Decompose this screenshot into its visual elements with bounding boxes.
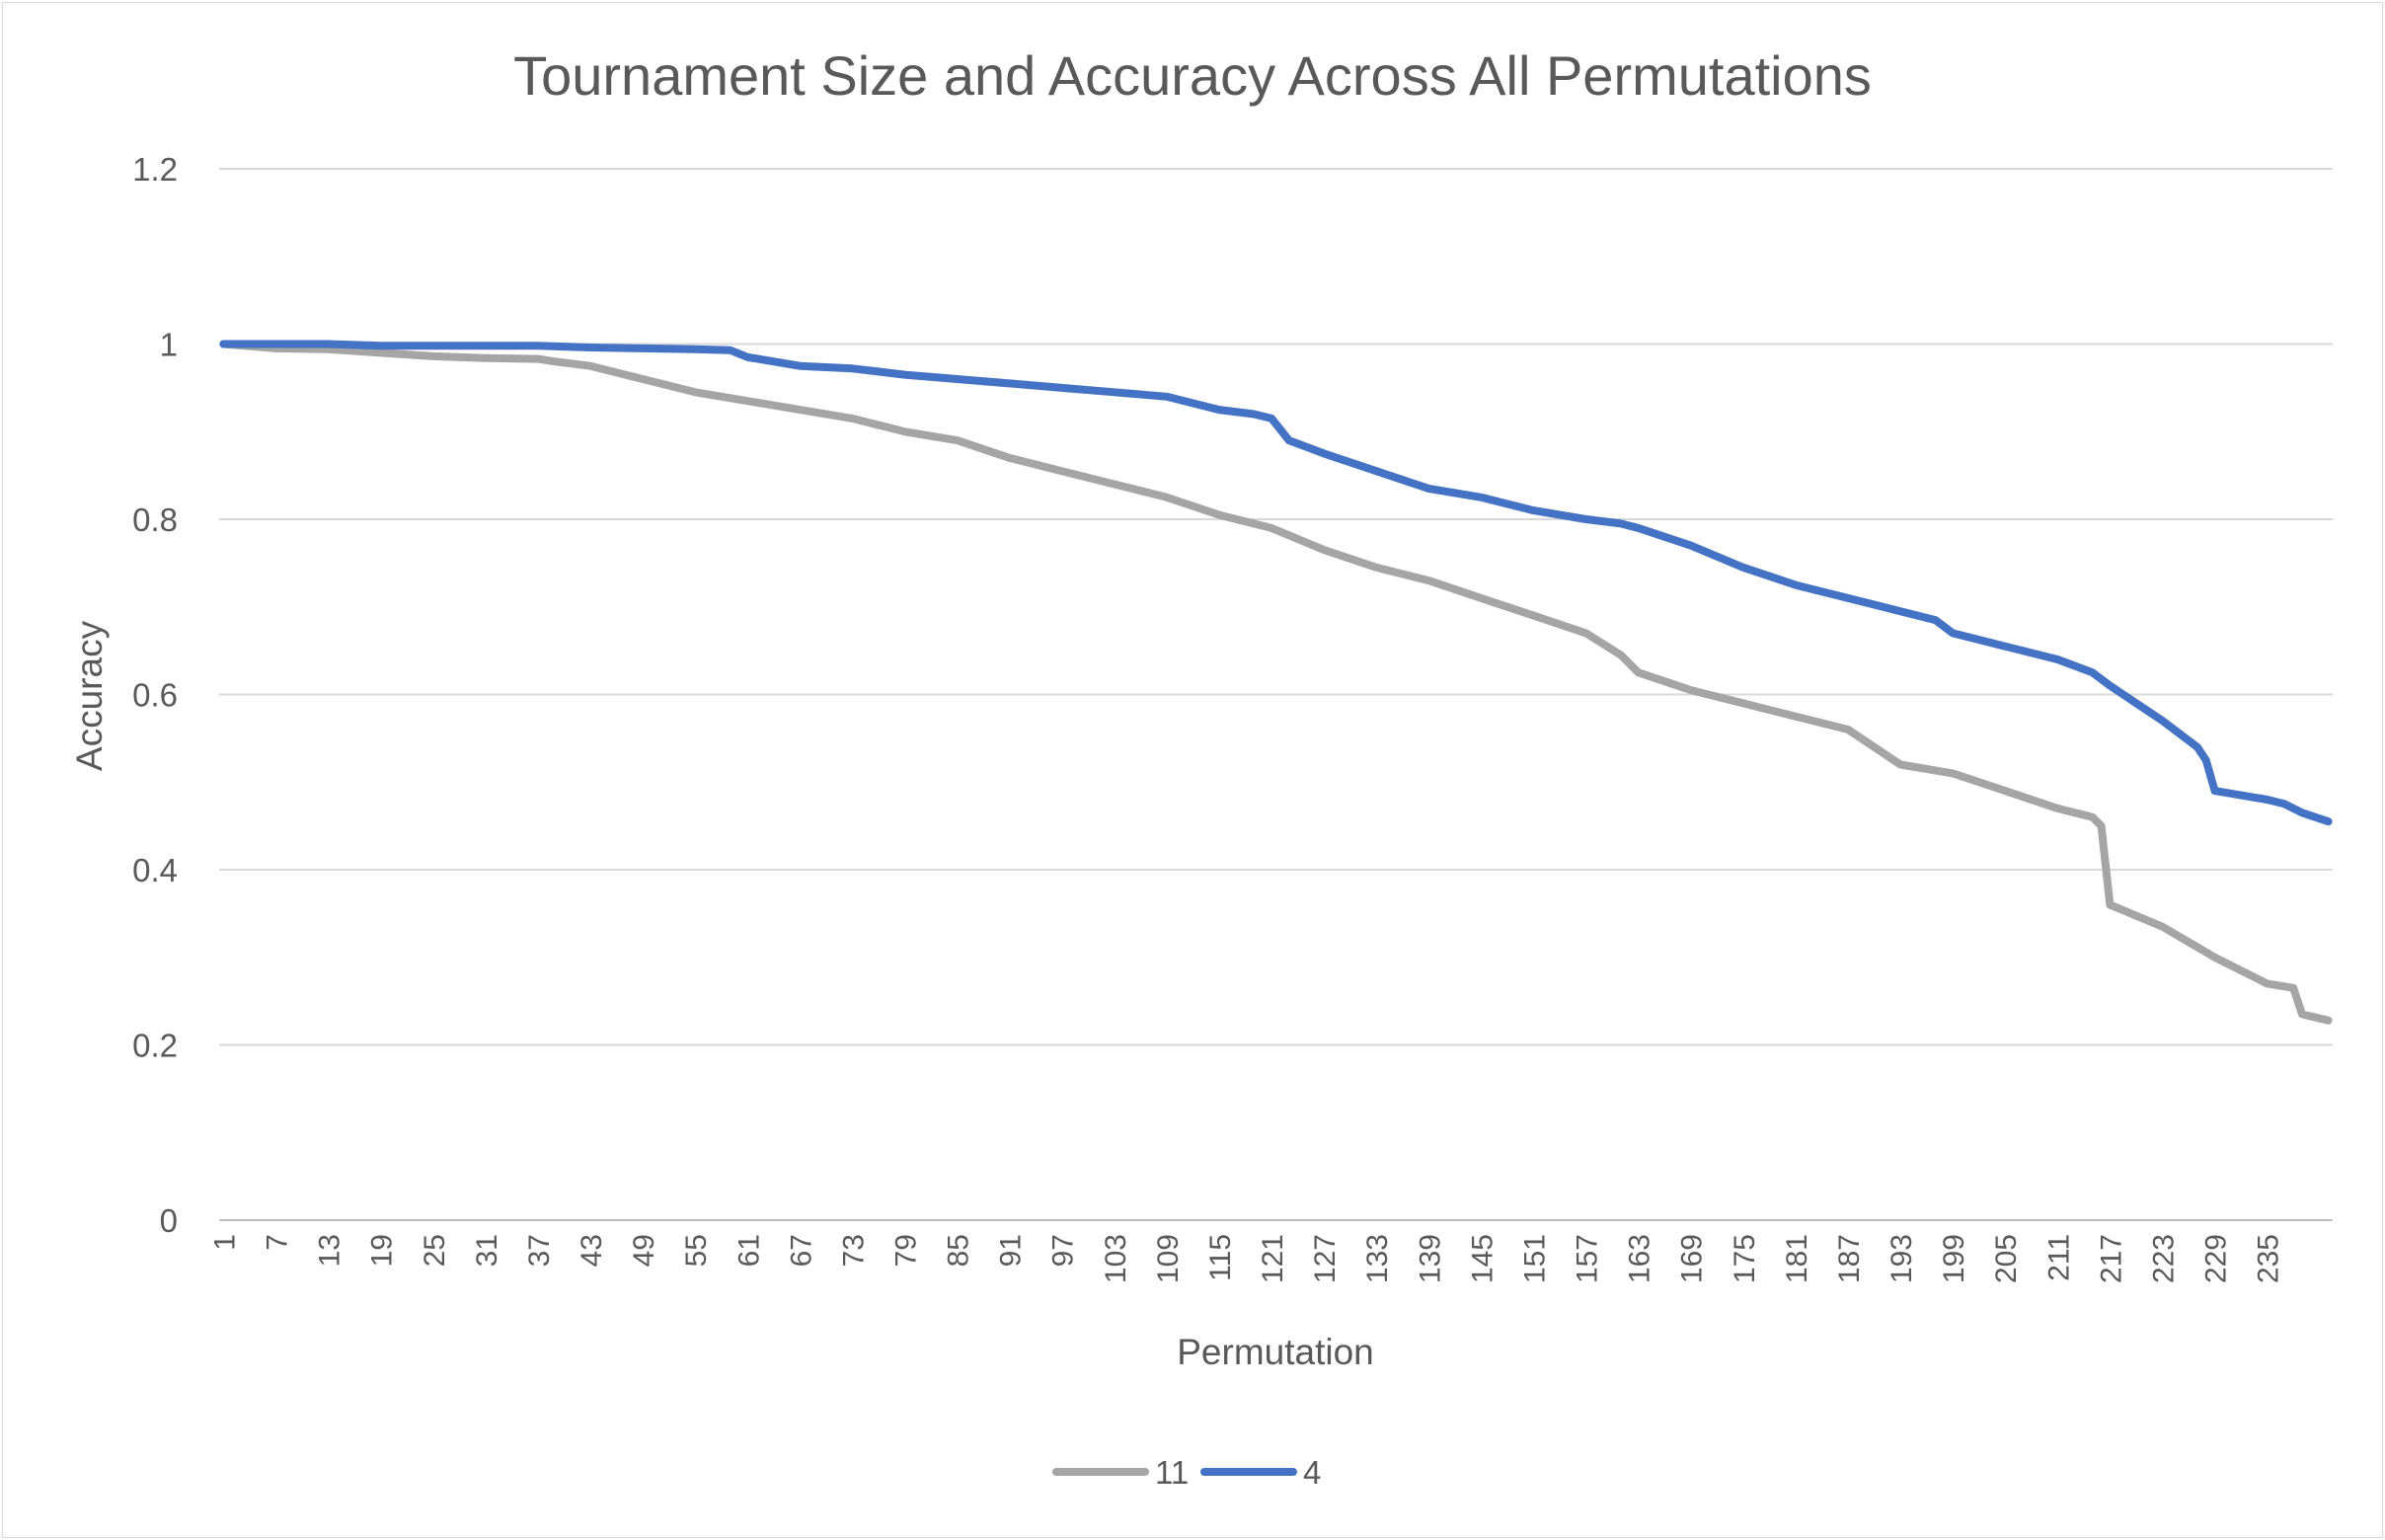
x-tick-label: 55 bbox=[680, 1234, 713, 1267]
x-tick-label: 127 bbox=[1309, 1234, 1342, 1283]
x-tick-label: 25 bbox=[419, 1234, 451, 1267]
x-tick-label: 85 bbox=[943, 1234, 975, 1267]
series-line-11 bbox=[219, 340, 2333, 1025]
legend-label: 11 bbox=[1155, 1454, 1189, 1491]
y-tick-label: 1.2 bbox=[132, 151, 178, 188]
x-tick-label: 157 bbox=[1572, 1234, 1604, 1283]
x-tick-label: 31 bbox=[471, 1234, 503, 1267]
legend: 11 4 bbox=[1052, 1454, 1321, 1491]
x-tick-label: 67 bbox=[785, 1234, 817, 1267]
x-tick-label: 7 bbox=[262, 1234, 294, 1251]
x-tick-label: 235 bbox=[2253, 1234, 2285, 1283]
y-tick-label: 0 bbox=[160, 1202, 178, 1239]
x-tick-label: 163 bbox=[1624, 1234, 1656, 1283]
y-tick-label: 0.6 bbox=[132, 677, 178, 714]
x-tick-label: 145 bbox=[1466, 1234, 1499, 1283]
x-tick-label: 217 bbox=[2095, 1234, 2127, 1283]
y-tick-labels: 0 0.2 0.4 0.6 0.8 1 1.2 bbox=[132, 151, 178, 1239]
x-tick-label: 13 bbox=[314, 1234, 346, 1267]
x-tick-label: 79 bbox=[889, 1234, 922, 1267]
x-tick-label: 91 bbox=[995, 1234, 1028, 1267]
x-tick-label: 61 bbox=[732, 1234, 765, 1267]
series-line-4 bbox=[219, 340, 2333, 826]
x-tick-label: 175 bbox=[1729, 1234, 1761, 1283]
x-tick-label: 121 bbox=[1257, 1234, 1289, 1283]
y-axis-title: Accuracy bbox=[69, 620, 110, 771]
x-tick-label: 193 bbox=[1885, 1234, 1918, 1283]
gridlines bbox=[219, 168, 2333, 1221]
x-tick-label: 37 bbox=[523, 1234, 556, 1267]
x-tick-label: 139 bbox=[1414, 1234, 1446, 1283]
x-tick-label: 49 bbox=[628, 1234, 660, 1267]
y-tick-label: 0.8 bbox=[132, 501, 178, 538]
x-tick-label: 199 bbox=[1938, 1234, 1970, 1283]
y-tick-label: 0.4 bbox=[132, 852, 178, 888]
x-tick-label: 1 bbox=[208, 1234, 241, 1251]
x-tick-label: 115 bbox=[1204, 1234, 1237, 1281]
series-lines bbox=[219, 340, 2333, 1025]
x-tick-labels: 1 7 13 19 25 31 37 43 49 55 61 67 73 79 85 91 97 103 109 11… bbox=[208, 1234, 2284, 1283]
x-tick-label: 19 bbox=[366, 1234, 399, 1267]
y-tick-label: 0.2 bbox=[132, 1028, 178, 1064]
x-tick-label: 223 bbox=[2147, 1234, 2180, 1283]
x-axis-title: Permutation bbox=[1177, 1332, 1374, 1372]
x-tick-label: 43 bbox=[576, 1234, 608, 1267]
x-tick-label: 187 bbox=[1833, 1234, 1866, 1283]
x-tick-label: 103 bbox=[1100, 1234, 1132, 1283]
x-tick-label: 109 bbox=[1152, 1234, 1185, 1283]
x-tick-label: 73 bbox=[837, 1234, 870, 1267]
y-tick-label: 1 bbox=[160, 327, 178, 363]
x-tick-label: 229 bbox=[2200, 1234, 2233, 1283]
x-tick-label: 97 bbox=[1047, 1234, 1080, 1267]
x-tick-label: 133 bbox=[1361, 1234, 1394, 1283]
x-tick-label: 151 bbox=[1518, 1234, 1551, 1283]
x-tick-label: 205 bbox=[1990, 1234, 2023, 1283]
chart-title: Tournament Size and Accuracy Across All … bbox=[513, 44, 1872, 107]
x-tick-label: 211 bbox=[2042, 1234, 2075, 1281]
x-tick-label: 169 bbox=[1676, 1234, 1709, 1283]
legend-label: 4 bbox=[1303, 1454, 1321, 1491]
x-tick-label: 181 bbox=[1781, 1234, 1813, 1283]
